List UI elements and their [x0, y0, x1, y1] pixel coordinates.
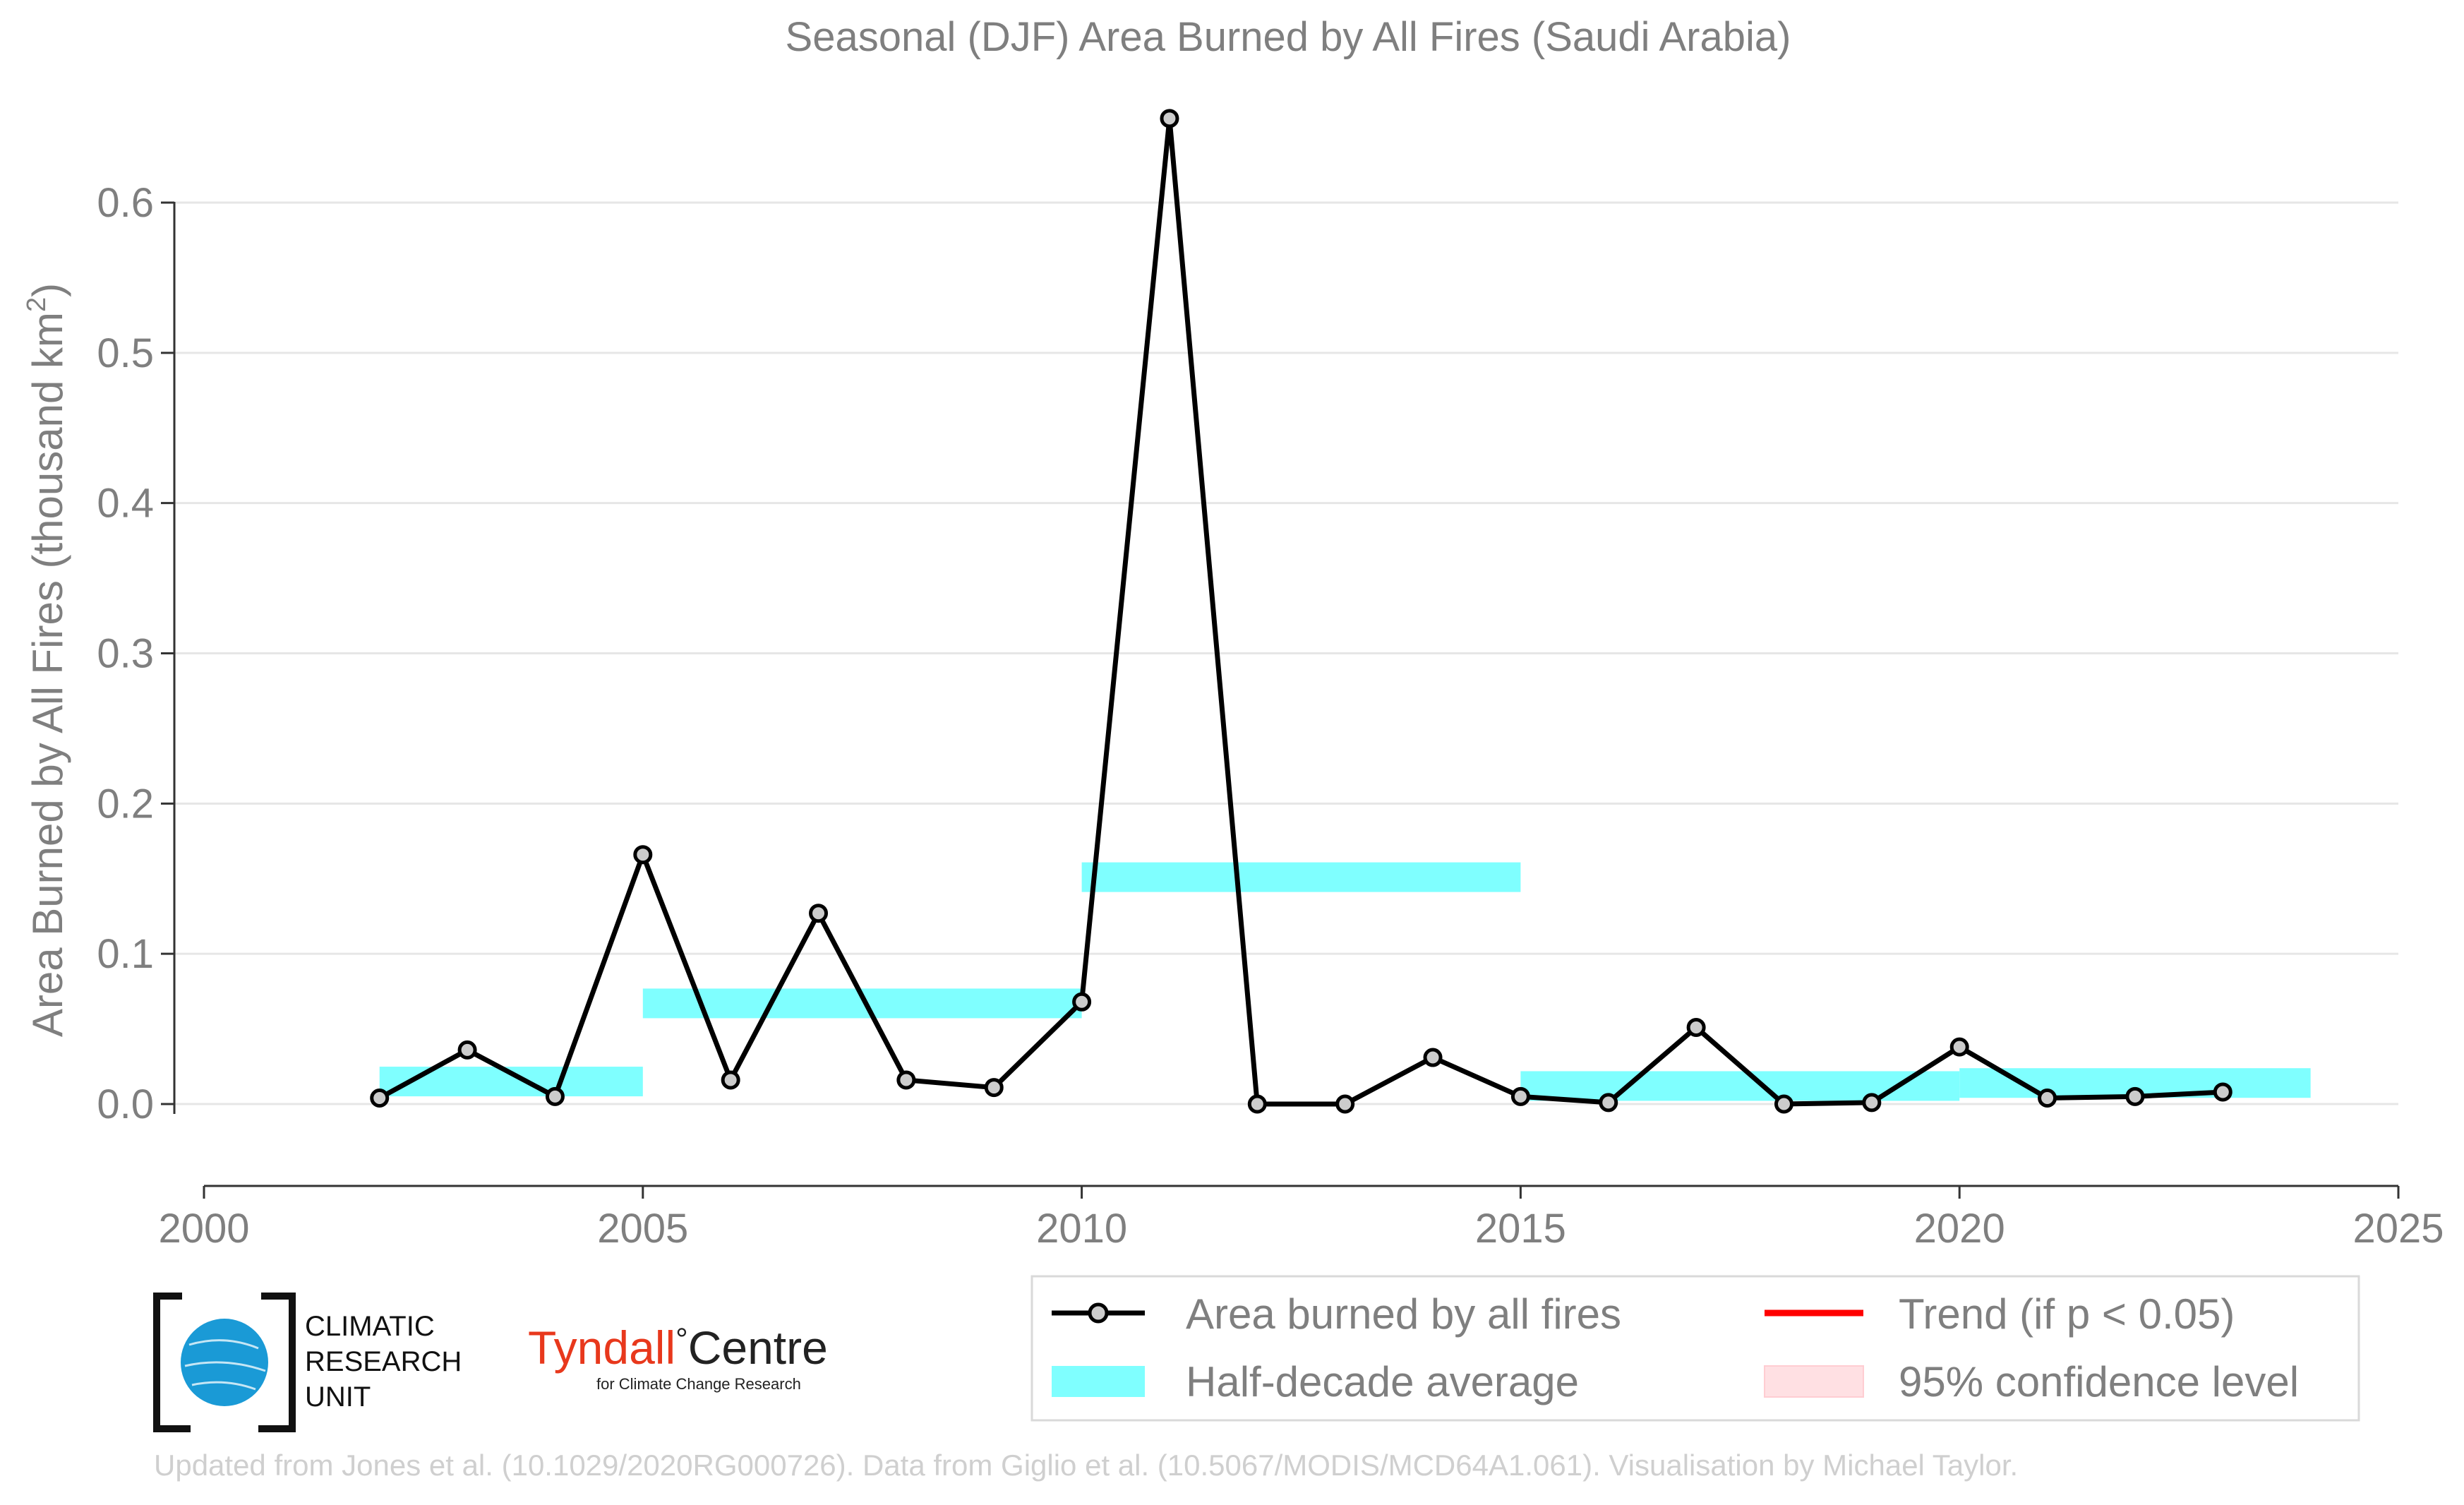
data-point [896, 1070, 916, 1090]
tyndall-logo-subtitle: for Climate Change Research [596, 1375, 801, 1393]
y-tick-label: 0.2 [97, 781, 154, 827]
y-tick-label: 0.5 [97, 330, 154, 376]
x-axis: 2000 2005 2010 2015 2020 2025 [158, 1185, 2444, 1252]
data-point [984, 1078, 1004, 1098]
data-point [1247, 1094, 1267, 1114]
cru-logo-text-2: RESEARCH [305, 1346, 462, 1377]
data-point [1686, 1017, 1706, 1037]
half-decade-average-band [1081, 862, 1521, 892]
legend-key-half-decade [1052, 1366, 1145, 1397]
data-point [809, 904, 829, 923]
legend-label-half-decade: Half-decade average [1186, 1358, 1579, 1405]
legend-box [1030, 1275, 2360, 1422]
cru-logo-text-3: UNIT [305, 1381, 371, 1413]
tyndall-logo-main: Tyndall°Centre [528, 1321, 828, 1374]
x-tick-label: 2015 [1475, 1206, 1566, 1252]
x-tick-label: 2000 [158, 1206, 249, 1252]
data-point [457, 1040, 477, 1060]
legend: Area burned by all fires Trend (if p < 0… [1030, 1275, 2360, 1422]
data-point [721, 1070, 740, 1090]
x-tick-label: 2025 [2352, 1206, 2444, 1252]
legend-label-confidence: 95% confidence level [1899, 1358, 2299, 1405]
y-tick-label: 0.4 [97, 481, 154, 527]
cru-logo: CLIMATIC RESEARCH UNIT [153, 1293, 462, 1432]
series-area-burned [370, 109, 2232, 1114]
tyndall-logo-tyndall: Tyndall [528, 1321, 675, 1374]
legend-key-marker [1088, 1302, 1109, 1324]
data-point [1510, 1086, 1530, 1106]
y-tick-label: 0.3 [97, 631, 154, 677]
tyndall-logo-degree: ° [675, 1322, 688, 1357]
y-axis-label-close: ) [24, 283, 71, 297]
legend-label-trend: Trend (if p < 0.05) [1899, 1290, 2235, 1338]
legend-label-series: Area burned by all fires [1186, 1290, 1621, 1338]
cru-logo-bracket-right [258, 1293, 296, 1432]
globe-icon-lines [184, 1339, 266, 1391]
data-point [633, 845, 653, 865]
y-tick-label: 0.1 [97, 931, 154, 977]
data-point [1949, 1037, 1969, 1057]
data-point [1862, 1093, 1882, 1113]
x-tick-label: 2010 [1036, 1206, 1127, 1252]
y-axis-label-main: Area Burned by All Fires (thousand km [24, 312, 71, 1037]
data-point [1160, 109, 1179, 128]
half-decade-average-bands [379, 862, 2311, 1101]
data-point [1774, 1094, 1793, 1114]
data-point [2038, 1088, 2057, 1108]
y-tick-label: 0.6 [97, 180, 154, 226]
data-point [370, 1088, 390, 1108]
x-tick-label: 2005 [597, 1206, 688, 1252]
data-point [2213, 1082, 2232, 1102]
grid [174, 201, 2398, 1105]
x-tick-label: 2020 [1914, 1206, 2005, 1252]
data-point [545, 1086, 565, 1106]
data-point [1335, 1094, 1355, 1114]
y-axis-label-superscript: 2 [22, 297, 52, 312]
data-point [1423, 1048, 1443, 1067]
tyndall-logo: Tyndall°Centre for Climate Change Resear… [528, 1321, 828, 1393]
y-axis-label: Area Burned by All Fires (thousand km2) [22, 283, 71, 1037]
data-point [1072, 992, 1092, 1012]
data-point [1599, 1093, 1618, 1113]
series-line [378, 116, 2223, 1107]
cru-logo-bracket-left [153, 1293, 191, 1432]
y-tick-label: 0.0 [97, 1081, 154, 1127]
footer-credit: Updated from Jones et al. (10.1029/2020R… [154, 1449, 2019, 1482]
chart-title: Seasonal (DJF) Area Burned by All Fires … [786, 14, 1791, 60]
tyndall-logo-centre: Centre [688, 1321, 828, 1374]
y-axis: 0.0 0.1 0.2 0.3 0.4 0.5 0.6 [97, 180, 176, 1127]
cru-logo-text-1: CLIMATIC [305, 1311, 435, 1342]
legend-key-confidence [1764, 1365, 1864, 1398]
data-point [2125, 1086, 2145, 1106]
